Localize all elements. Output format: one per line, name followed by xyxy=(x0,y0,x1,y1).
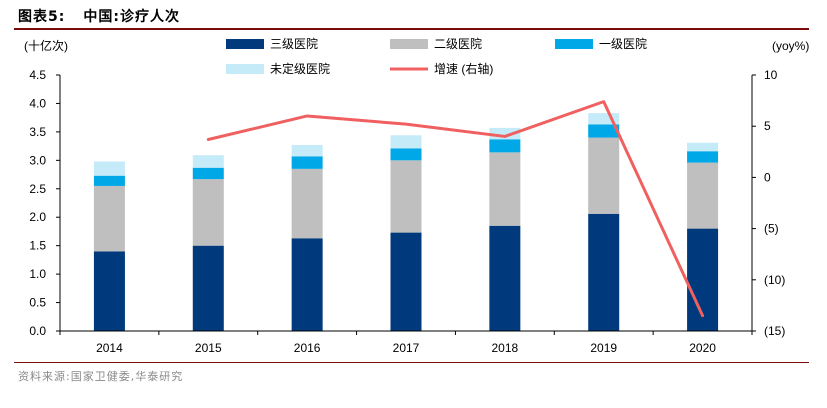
bar-tier1 xyxy=(390,148,422,161)
bar-tier1 xyxy=(192,167,224,180)
y-tick-label-right: 5 xyxy=(764,119,771,133)
bar-tier3 xyxy=(390,232,422,331)
bar-tier3 xyxy=(489,225,521,331)
x-tick-label: 2020 xyxy=(689,341,716,355)
bar-unrated xyxy=(192,155,224,168)
growth-line xyxy=(206,100,705,318)
bar-tier2 xyxy=(291,168,323,239)
y-tick-label-right: (5) xyxy=(764,222,779,236)
legend-tier2-swatch xyxy=(390,39,428,49)
bar-tier2 xyxy=(489,152,521,226)
x-tick-label: 2015 xyxy=(195,341,222,355)
y-tick-label-right: (10) xyxy=(764,273,785,287)
bottom-rule xyxy=(14,362,809,363)
y-tick-label-left: 2.5 xyxy=(29,182,46,196)
figure-title-text: 中国:诊疗人次 xyxy=(83,9,180,25)
bar-tier3 xyxy=(93,251,125,331)
bar-tier2 xyxy=(93,185,125,252)
bar-tier1 xyxy=(489,139,521,153)
y-tick-label-left: 0.5 xyxy=(29,296,46,310)
y-tick-label-right: 10 xyxy=(764,68,778,82)
legend-tier2-label: 二级医院 xyxy=(434,37,482,51)
source-note: 资料来源:国家卫健委,华泰研究 xyxy=(18,370,184,383)
bar-tier2 xyxy=(687,162,719,229)
figure-label: 图表5: xyxy=(18,9,66,25)
figure-title: 图表5: 中国:诊疗人次 xyxy=(18,6,180,26)
legend-tier1-label: 一级医院 xyxy=(599,37,647,51)
bar-tier3 xyxy=(192,245,224,331)
bar-unrated xyxy=(687,142,719,152)
bar-tier2 xyxy=(588,137,620,214)
x-tick-label: 2019 xyxy=(590,341,617,355)
legend-unrated-label: 未定级医院 xyxy=(270,61,330,76)
bar-tier1 xyxy=(93,175,125,186)
legend-unrated-swatch xyxy=(226,64,264,74)
bar-unrated xyxy=(588,113,620,125)
bar-tier1 xyxy=(687,151,719,163)
y-tick-label-left: 4.0 xyxy=(29,96,46,110)
bar-unrated xyxy=(93,161,125,176)
legend-tier3-label: 三级医院 xyxy=(270,37,318,51)
bar-tier3 xyxy=(588,213,620,331)
bar-tier1 xyxy=(291,156,323,169)
y-axis-title-left: (十亿次) xyxy=(24,38,68,53)
bar-unrated xyxy=(390,135,422,149)
bar-tier1 xyxy=(588,124,620,138)
x-tick-label: 2014 xyxy=(96,341,123,355)
y-tick-label-left: 3.0 xyxy=(29,153,46,167)
x-tick-label: 2016 xyxy=(294,341,321,355)
y-axis-title-right: (yoy%) xyxy=(772,39,809,53)
y-tick-label-right: 0 xyxy=(764,170,771,184)
y-tick-label-left: 1.0 xyxy=(29,267,46,281)
y-tick-label-left: 1.5 xyxy=(29,239,46,253)
x-tick-label: 2018 xyxy=(492,341,519,355)
y-tick-label-left: 3.5 xyxy=(29,125,46,139)
top-rule xyxy=(14,28,809,30)
legend-tier3-swatch xyxy=(226,39,264,49)
bar-tier3 xyxy=(291,238,323,331)
y-tick-label-left: 4.5 xyxy=(29,68,46,82)
legend-growth-label: 增速 (右轴) xyxy=(434,61,493,76)
y-tick-label-right: (15) xyxy=(764,324,785,338)
x-tick-label: 2017 xyxy=(393,341,420,355)
y-tick-label-left: 2.0 xyxy=(29,210,46,224)
bar-unrated xyxy=(291,144,323,157)
y-tick-label-left: 0.0 xyxy=(29,324,46,338)
bar-tier2 xyxy=(390,160,422,233)
bar-unrated xyxy=(489,127,521,140)
bar-tier2 xyxy=(192,179,224,246)
legend-tier1-swatch xyxy=(555,39,593,49)
